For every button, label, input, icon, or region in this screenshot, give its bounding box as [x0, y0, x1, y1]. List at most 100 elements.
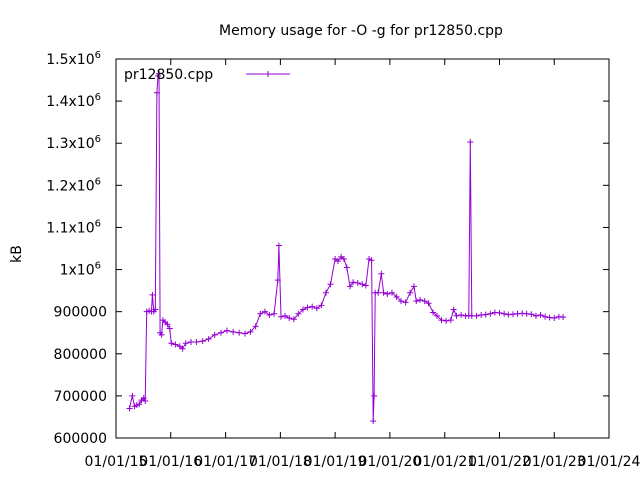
y-tick-exponent: 6	[95, 50, 101, 61]
legend-marker-sample	[265, 71, 271, 77]
data-point-marker	[205, 336, 212, 343]
x-tick-label: 01/01/22	[468, 454, 531, 470]
series-layer	[126, 70, 567, 425]
y-tick-label: 1.5x106	[46, 50, 101, 68]
data-point-marker	[271, 310, 278, 317]
legend-label: pr12850.cpp	[124, 67, 213, 83]
data-point-marker	[149, 291, 156, 298]
data-point-marker	[447, 317, 454, 324]
data-point-marker	[380, 289, 387, 296]
data-point-marker	[257, 310, 264, 317]
data-point-marker	[309, 303, 316, 310]
data-point-marker	[537, 312, 544, 319]
x-tick-label: 01/01/18	[249, 454, 312, 470]
y-tick-exponent: 6	[95, 134, 101, 145]
data-point-marker	[560, 314, 567, 321]
data-point-marker	[425, 300, 432, 307]
axis-ticks: 600000 700000 800000 900000 1x106 1.1x106 1.2x…	[46, 50, 640, 470]
data-point-marker	[168, 340, 175, 347]
data-point-marker	[164, 321, 171, 328]
data-point-marker	[393, 293, 400, 300]
data-point-marker	[482, 311, 489, 318]
x-tick-label: 01/01/23	[523, 454, 586, 470]
data-point-marker	[172, 341, 179, 348]
data-point-marker	[290, 316, 297, 323]
data-point-marker	[334, 258, 341, 265]
data-point-marker	[487, 310, 494, 317]
data-point-marker	[532, 312, 539, 319]
data-point-marker	[384, 290, 391, 297]
data-point-marker	[453, 312, 460, 319]
data-point-marker	[158, 331, 165, 338]
data-point-marker	[300, 306, 307, 313]
data-point-marker	[354, 280, 361, 287]
y-tick-exponent: 6	[95, 92, 101, 103]
data-point-marker	[266, 312, 273, 319]
data-point-marker	[247, 328, 254, 335]
data-point-marker	[327, 281, 334, 288]
data-point-marker	[368, 257, 375, 264]
x-tick-label: 01/01/24	[578, 454, 640, 470]
data-point-marker	[136, 401, 143, 408]
data-point-marker	[346, 283, 353, 290]
data-point-marker	[388, 289, 395, 296]
data-point-marker	[542, 313, 549, 320]
y-tick-exponent: 6	[95, 218, 101, 229]
data-point-marker	[199, 338, 206, 345]
data-point-marker	[366, 256, 373, 263]
data-point-marker	[378, 270, 385, 277]
y-tick-label: 900000	[54, 305, 107, 321]
y-axis-label: kB	[9, 245, 25, 263]
data-point-marker	[152, 306, 159, 313]
y-tick-label: 1.1x106	[46, 218, 101, 236]
data-point-marker	[223, 327, 230, 334]
y-tick-label: 1.3x106	[46, 134, 101, 152]
data-point-marker	[450, 306, 457, 313]
data-point-marker	[156, 70, 163, 77]
data-point-marker	[318, 302, 325, 309]
x-tick-label: 01/01/21	[413, 454, 476, 470]
data-point-marker	[126, 405, 133, 412]
data-point-marker	[443, 317, 450, 324]
x-tick-label: 01/01/19	[304, 454, 367, 470]
data-point-marker	[362, 282, 369, 289]
plot-frame	[115, 58, 610, 439]
data-point-marker	[274, 277, 281, 284]
data-point-marker	[359, 281, 366, 288]
data-point-marker	[343, 264, 350, 271]
data-point-marker	[142, 397, 149, 404]
legend: pr12850.cpp	[124, 67, 290, 83]
data-point-marker	[286, 314, 293, 321]
data-point-marker	[413, 298, 420, 305]
data-point-marker	[241, 330, 248, 337]
data-point-marker	[433, 312, 440, 319]
data-point-marker	[295, 310, 302, 317]
y-tick-exponent: 6	[95, 261, 101, 272]
data-point-marker	[402, 299, 409, 306]
x-tick-label: 01/01/17	[194, 454, 257, 470]
data-point-marker	[407, 289, 414, 296]
y-tick-label: 1.4x106	[46, 92, 101, 110]
y-tick-label: 700000	[54, 389, 107, 405]
x-tick-label: 01/01/16	[139, 454, 202, 470]
data-point-marker	[153, 89, 160, 96]
data-point-marker	[176, 343, 183, 350]
data-point-marker	[340, 256, 347, 263]
data-point-marker	[411, 283, 418, 290]
data-point-marker	[375, 289, 382, 296]
y-tick-label: 1x106	[60, 261, 101, 279]
data-point-marker	[371, 392, 378, 399]
y-tick-label: 1.2x106	[46, 176, 101, 194]
data-point-marker	[277, 313, 284, 320]
data-point-marker	[211, 331, 218, 338]
data-point-marker	[182, 340, 189, 347]
data-point-marker	[236, 329, 243, 336]
data-point-marker	[261, 308, 268, 315]
data-point-marker	[473, 312, 480, 319]
data-point-marker	[551, 314, 558, 321]
data-point-marker	[252, 323, 259, 330]
data-point-marker	[496, 309, 503, 316]
y-tick-label: 800000	[54, 347, 107, 363]
data-point-marker	[421, 298, 428, 305]
data-point-marker	[501, 310, 508, 317]
